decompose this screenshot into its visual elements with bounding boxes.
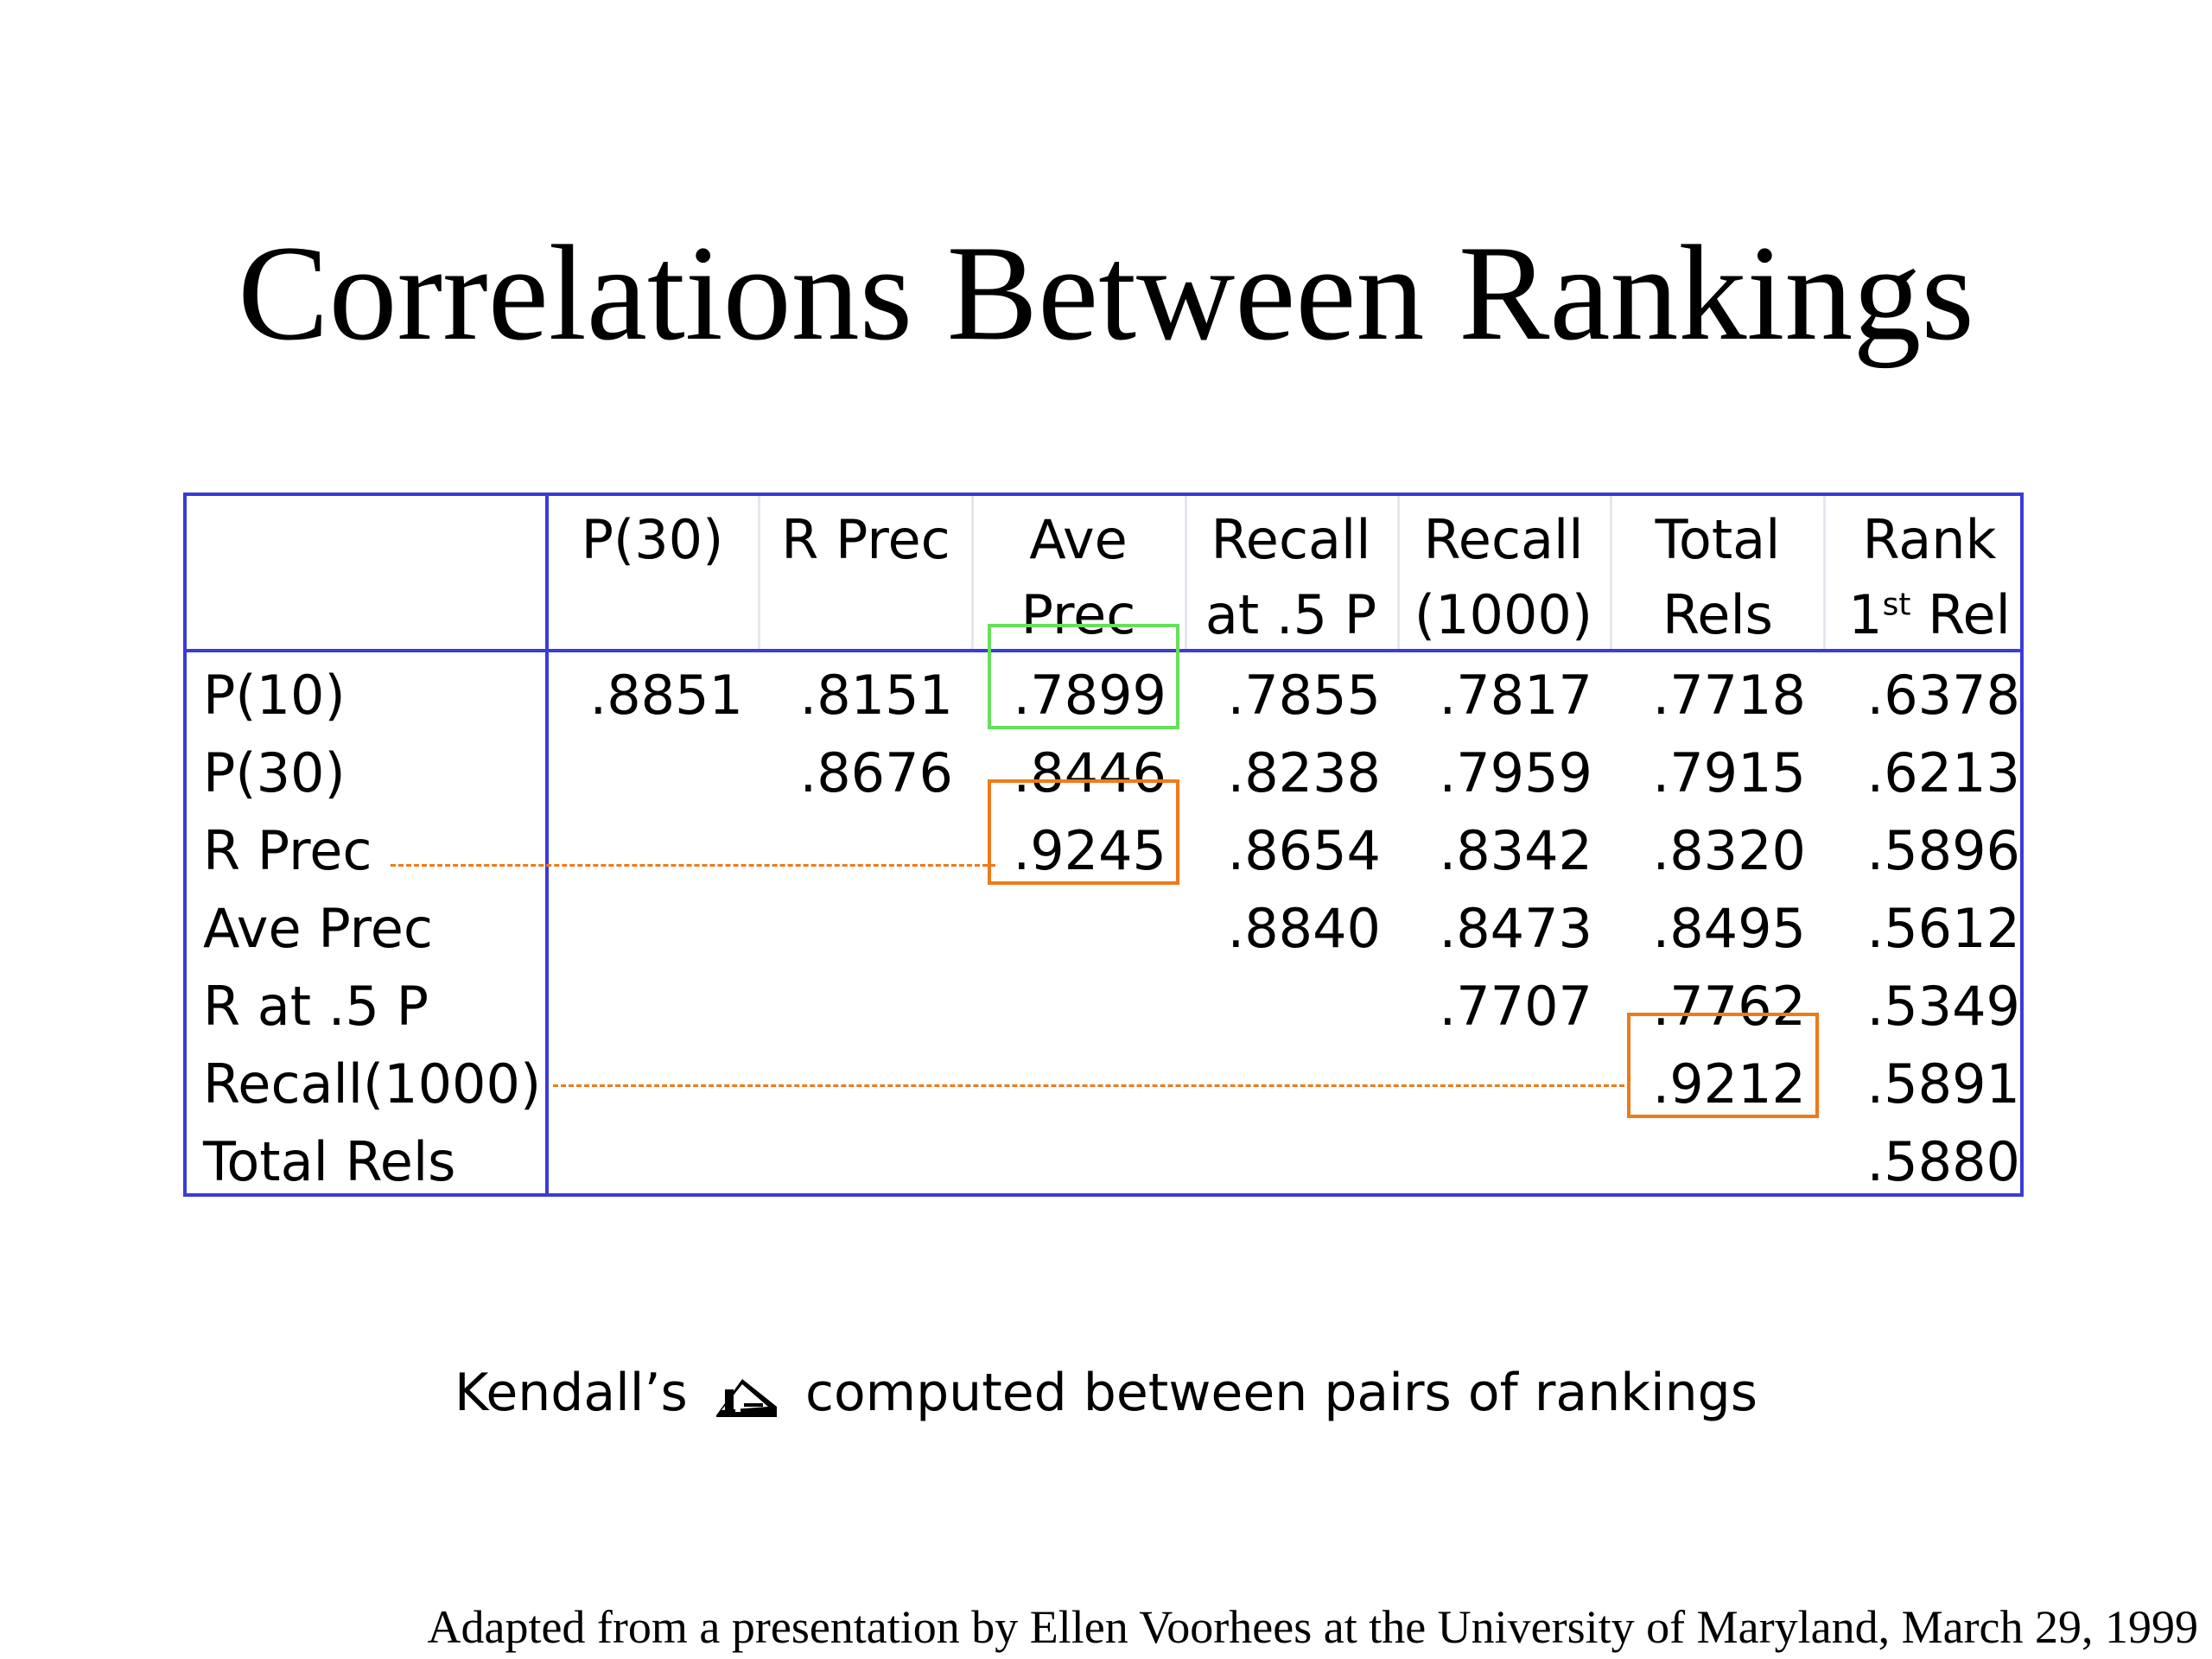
correlation-value: .5896 xyxy=(1866,819,2021,882)
column-header-line2: 1st Rel xyxy=(1830,585,2029,645)
row-label: P(30) xyxy=(203,741,346,804)
correlation-value: .5349 xyxy=(1866,975,2021,1038)
caption-text-after: computed between pairs of rankings xyxy=(804,1363,1758,1423)
header-column-separator xyxy=(1610,496,1612,649)
header-column-separator xyxy=(1397,496,1400,649)
column-header-line2-prefix: 1 xyxy=(1848,583,1883,646)
correlation-value: .7915 xyxy=(1652,741,1807,804)
correlation-value: .8851 xyxy=(589,664,744,727)
correlation-value: .5891 xyxy=(1866,1052,2021,1116)
correlation-value: .5612 xyxy=(1866,897,2021,960)
correlation-value: .8151 xyxy=(799,664,954,727)
correlation-value: .8238 xyxy=(1227,741,1382,804)
correlation-value: .6378 xyxy=(1866,664,2021,727)
column-header-line1: Rank xyxy=(1862,508,1997,571)
column-header-line2: (1000) xyxy=(1414,583,1593,646)
row-label: P(10) xyxy=(203,664,346,727)
column-header-line1: Recall xyxy=(1423,508,1584,571)
source-attribution: Adapted from a presentation by Ellen Voo… xyxy=(427,1601,2199,1653)
slide-title: Correlations Between Rankings xyxy=(238,218,1974,369)
correlation-value: .8676 xyxy=(799,741,954,804)
leader-line xyxy=(391,864,995,867)
tau-symbol-icon xyxy=(713,1371,780,1435)
column-header-line2-superscript: st xyxy=(1882,587,1911,623)
row-label: R Prec xyxy=(203,819,372,882)
row-label: Recall(1000) xyxy=(203,1052,542,1116)
column-header-line2: Prec xyxy=(1020,583,1136,646)
row-label: Ave Prec xyxy=(203,897,433,960)
header-divider xyxy=(183,649,2024,652)
correlation-value: .7817 xyxy=(1439,664,1593,727)
correlation-value: .7855 xyxy=(1227,664,1382,727)
column-header-line1: Recall xyxy=(1211,508,1371,571)
correlation-value: .8473 xyxy=(1439,897,1593,960)
header-column-separator xyxy=(1823,496,1826,649)
correlation-value: .7899 xyxy=(1013,664,1167,727)
correlation-value: .8840 xyxy=(1227,897,1382,960)
header-column-separator xyxy=(758,496,760,649)
column-header-line2-suffix: Rel xyxy=(1910,583,2011,646)
correlation-value: .8446 xyxy=(1013,741,1167,804)
leader-line xyxy=(553,1084,1624,1087)
column-header-line1: Total xyxy=(1655,508,1781,571)
correlation-value: .9212 xyxy=(1652,1052,1807,1116)
correlation-value: .9245 xyxy=(1013,819,1167,882)
correlation-value: .7718 xyxy=(1652,664,1807,727)
caption: Kendall’s computed between pairs of rank… xyxy=(0,1361,2212,1435)
header-column-separator xyxy=(1185,496,1187,649)
column-header-line1: R Prec xyxy=(781,508,950,571)
row-label: Total Rels xyxy=(203,1130,456,1193)
correlation-value: .7762 xyxy=(1652,975,1807,1038)
correlation-value: .8320 xyxy=(1652,819,1807,882)
correlation-value: .8495 xyxy=(1652,897,1807,960)
row-label: R at .5 P xyxy=(203,975,429,1038)
highlight-box xyxy=(988,624,1179,729)
column-header-line2: Rels xyxy=(1662,583,1773,646)
highlight-box xyxy=(1627,1013,1819,1118)
column-header-line1: P(30) xyxy=(581,508,724,571)
correlation-table xyxy=(183,493,2024,1197)
header-column-separator xyxy=(971,496,974,649)
correlation-value: .8342 xyxy=(1439,819,1593,882)
correlation-value: .6213 xyxy=(1866,741,2021,804)
caption-text-before: Kendall’s xyxy=(454,1363,688,1423)
column-header-line2: at .5 P xyxy=(1205,583,1377,646)
correlation-value: .7707 xyxy=(1439,975,1593,1038)
correlation-value: .7959 xyxy=(1439,741,1593,804)
column-header-line1: Ave xyxy=(1029,508,1128,571)
row-label-divider xyxy=(545,493,549,1197)
highlight-box xyxy=(988,779,1179,885)
correlation-value: .8654 xyxy=(1227,819,1382,882)
correlation-value: .5880 xyxy=(1866,1130,2021,1193)
